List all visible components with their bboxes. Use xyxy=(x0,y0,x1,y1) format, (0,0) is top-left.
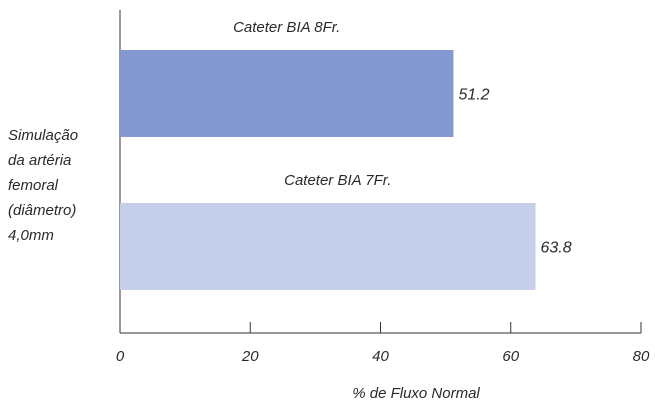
y-axis-label-line: Simulação xyxy=(8,127,79,144)
y-axis-label: Simulação da artéria femoral (diâmetro) … xyxy=(8,123,118,248)
x-tick-label: 60 xyxy=(502,348,519,365)
y-axis-label-line: 4,0mm xyxy=(8,227,54,244)
y-axis-label-line: femoral xyxy=(8,177,59,194)
bar xyxy=(120,50,454,137)
x-axis-label: % de Fluxo Normal xyxy=(352,385,480,402)
data-label: 63.8 xyxy=(540,240,571,257)
y-axis-label-line: (diâmetro) xyxy=(8,202,77,219)
y-axis-label-line: da artéria xyxy=(8,152,72,169)
category-label: Cateter BIA 7Fr. xyxy=(284,172,391,189)
x-tick-label: 80 xyxy=(633,348,650,365)
x-tick-label: 20 xyxy=(241,348,259,365)
bar xyxy=(120,203,536,290)
category-label: Cateter BIA 8Fr. xyxy=(233,19,340,36)
x-tick-label: 40 xyxy=(372,348,389,365)
data-label: 51.2 xyxy=(458,87,489,104)
x-tick-label: 0 xyxy=(116,348,125,365)
